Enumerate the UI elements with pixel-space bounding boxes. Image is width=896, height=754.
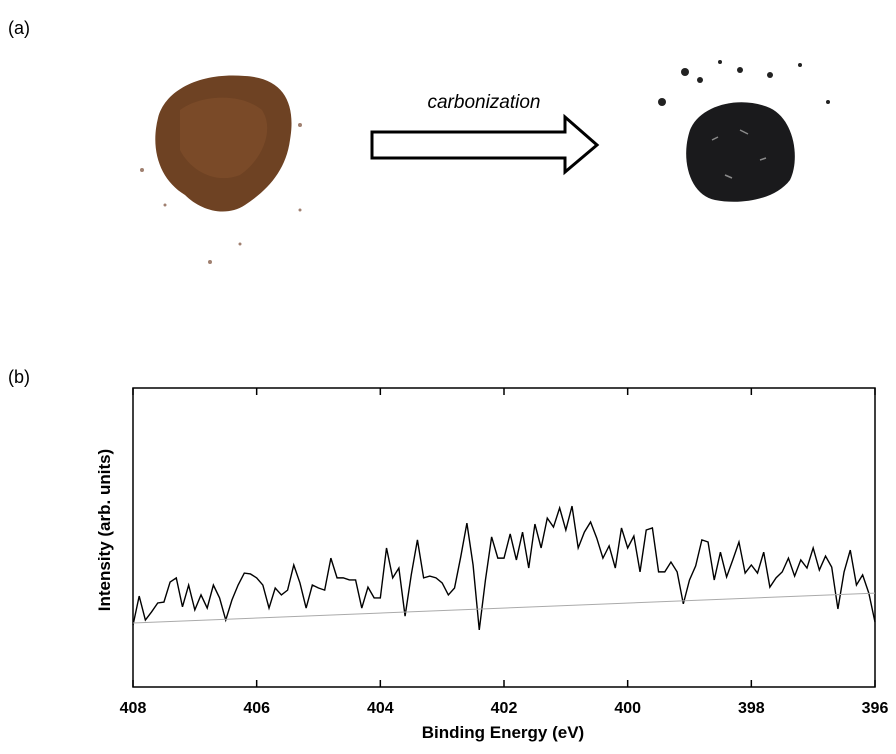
brown-powder-photo <box>140 75 302 264</box>
black-char-photo <box>658 60 830 202</box>
plot-frame <box>132 387 876 688</box>
arrow <box>370 113 600 176</box>
x-tick-label: 406 <box>243 700 270 717</box>
x-tick-label: 404 <box>367 700 394 717</box>
panel-label: (b) <box>8 367 30 387</box>
x-tick-label: 400 <box>614 700 641 717</box>
arrow-label: carbonization <box>427 92 540 113</box>
panel-label: (a) <box>8 18 30 38</box>
x-tick-label: 402 <box>491 700 518 717</box>
y-axis-label: Intensity (arb. units) <box>95 449 114 611</box>
x-axis-label: Binding Energy (eV) <box>422 723 584 742</box>
data-line <box>132 592 876 624</box>
x-tick-label: 396 <box>862 700 889 717</box>
x-tick-label: 398 <box>738 700 765 717</box>
data-line <box>132 505 876 630</box>
x-tick-label: 408 <box>120 700 147 717</box>
